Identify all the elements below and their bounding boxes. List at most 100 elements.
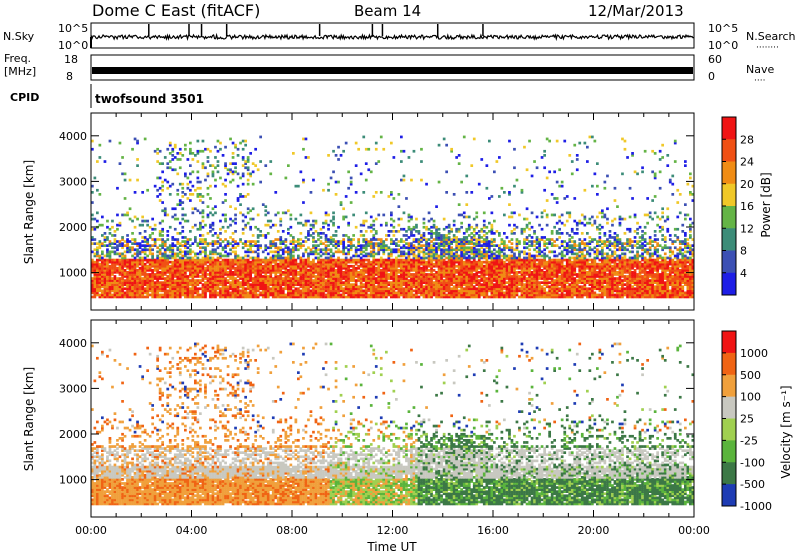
power-cell [151,217,155,221]
power-cell [138,232,142,235]
power-cell [374,252,378,256]
power-cell [241,164,245,167]
power-cell [106,291,109,295]
power-cell [96,260,99,264]
power-cell [128,248,132,252]
power-cell [111,225,114,229]
power-cell [322,221,325,225]
freq-panel [90,54,695,81]
power-cell [201,287,205,291]
power-cell [166,279,170,282]
power-cell [498,232,501,235]
power-cell [196,291,200,295]
power-cell [184,143,187,147]
power-cell [156,238,160,241]
power-cell [231,141,235,145]
power-cell [520,188,524,192]
power-cell [347,221,351,225]
power-cell [299,221,303,225]
power-cell [211,240,215,243]
power-cell [158,250,162,254]
power-cell [201,279,205,282]
power-cell [191,158,195,161]
power-cell [457,203,461,206]
power-cell [194,281,197,284]
power-cell [106,258,109,262]
power-cell [176,289,180,293]
power-cell [163,287,167,291]
power-cell [116,262,119,266]
power-cell [98,156,102,159]
power-cell [184,291,187,295]
power-cell [138,223,142,227]
power-cell [108,232,112,235]
power-cell [153,293,157,297]
power-cell [505,254,509,258]
power-cell [148,258,152,262]
power-cell [189,172,192,176]
power-cell [437,254,441,258]
power-cell [274,191,278,194]
power-cell [201,166,205,170]
power-cell [395,238,398,241]
power-cell [113,240,117,243]
power-cell [513,211,516,215]
power-cell [158,234,162,237]
power-cell [475,287,479,291]
power-cell [96,219,99,223]
power-cell [133,248,137,252]
power-cell [191,293,195,297]
power-cell [196,149,200,153]
power-cell [133,252,137,256]
power-cell [214,156,217,159]
power-cell [236,184,240,188]
power-cell [312,219,315,223]
power-cell [116,287,119,291]
power-cell [171,289,175,293]
power-cell [126,283,129,286]
power-cell [385,234,388,237]
noise-tick-left-bottom: 10^0 [58,39,88,52]
power-cell [176,193,180,196]
freq-unit: [MHz] [4,65,36,78]
power-cell [176,188,180,192]
power-cell [161,271,165,274]
power-cell [480,158,484,161]
power-cell [141,264,145,268]
power-cell [224,162,227,165]
power-cell [133,287,137,291]
power-cell [168,273,172,276]
power-cell [111,242,114,245]
power-cell [126,211,129,215]
power-cell [161,244,165,247]
power-cell [98,143,102,147]
power-cell [171,236,175,239]
power-cell [141,271,145,274]
power-cell [379,238,383,241]
power-cell [352,213,356,217]
power-cell [171,149,175,153]
power-cell [214,205,217,208]
power-cell [133,275,137,278]
power-cell [287,164,290,167]
power-cell [390,141,393,145]
power-cell [199,271,202,274]
power-cell [106,236,109,239]
power-cell [131,279,134,282]
power-cell [158,258,162,262]
power-cell [171,254,175,258]
power-cell [482,264,486,268]
power-cell [206,174,210,178]
power-cell [304,240,308,243]
power-cell [93,269,97,272]
power-cell [98,285,102,289]
power-cell [206,172,210,176]
power-cell [113,242,117,245]
power-cell [168,266,172,270]
noise-trace-line [90,32,695,42]
power-cell [302,137,305,141]
power-cell [98,264,102,268]
power-cell [116,277,119,280]
power-cell [259,230,263,233]
power-cell [276,275,280,278]
